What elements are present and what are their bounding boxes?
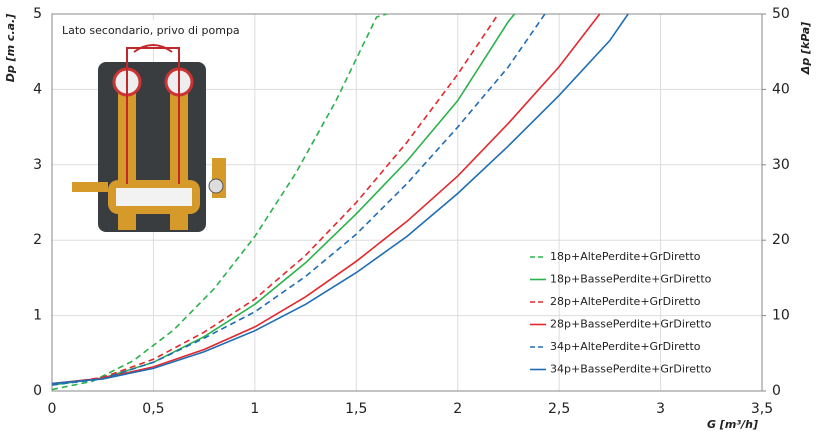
y2-tick-label: 10: [772, 308, 790, 324]
series-line: [51, 13, 601, 385]
legend-label: 18p+AltePerdite+GrDiretto: [550, 250, 701, 263]
annotation-box: [56, 20, 252, 42]
legend-label: 28p+BassePerdite+GrDiretto: [550, 318, 712, 331]
x-tick-label: 3,5: [751, 401, 773, 417]
annotation: Lato secondario, privo di pompa: [62, 24, 240, 37]
manifold-window: [116, 188, 192, 206]
gauge: [208, 178, 224, 194]
y2-tick-label: 30: [772, 157, 790, 173]
legend-label: 34p+BassePerdite+GrDiretto: [550, 363, 712, 376]
series-line: [51, 13, 499, 386]
legend-label: 34p+AltePerdite+GrDiretto: [550, 340, 701, 353]
circuit-path: [126, 47, 180, 184]
x-tick-label: 3: [656, 401, 665, 417]
y2-tick-label: 50: [772, 6, 790, 22]
y-tick-label: 5: [33, 6, 42, 22]
y2-tick-label: 40: [772, 81, 790, 97]
legend-label: 28p+AltePerdite+GrDiretto: [550, 295, 701, 308]
series-line: [51, 13, 387, 391]
y-tick-label: 3: [33, 157, 42, 173]
valve: [72, 182, 108, 192]
y2-tick-label: 20: [772, 232, 790, 248]
legend-label: 18p+BassePerdite+GrDiretto: [550, 273, 712, 286]
x-tick-label: 0: [48, 401, 57, 417]
y2-axis-title: Δp [kPa]: [799, 22, 812, 75]
y-tick-label: 2: [33, 232, 42, 248]
series-line: [51, 13, 629, 385]
x-axis-title: G [m³/h]: [707, 418, 758, 431]
x-tick-label: 2: [453, 401, 462, 417]
x-tick-label: 0,5: [142, 401, 164, 417]
x-tick-label: 1,5: [345, 401, 367, 417]
y2-tick-label: 0: [772, 383, 781, 399]
y-axis-title: Dp [m c.a.]: [4, 14, 17, 82]
y-tick-label: 1: [33, 308, 42, 324]
y-tick-label: 4: [33, 81, 42, 97]
product-illustration: [56, 20, 252, 232]
plot-frame: [51, 13, 763, 392]
series-line: [51, 13, 516, 386]
x-tick-label: 2,5: [548, 401, 570, 417]
y-tick-label: 0: [33, 383, 42, 399]
x-tick-label: 1: [250, 401, 259, 417]
circuit-arrow: [133, 44, 173, 53]
